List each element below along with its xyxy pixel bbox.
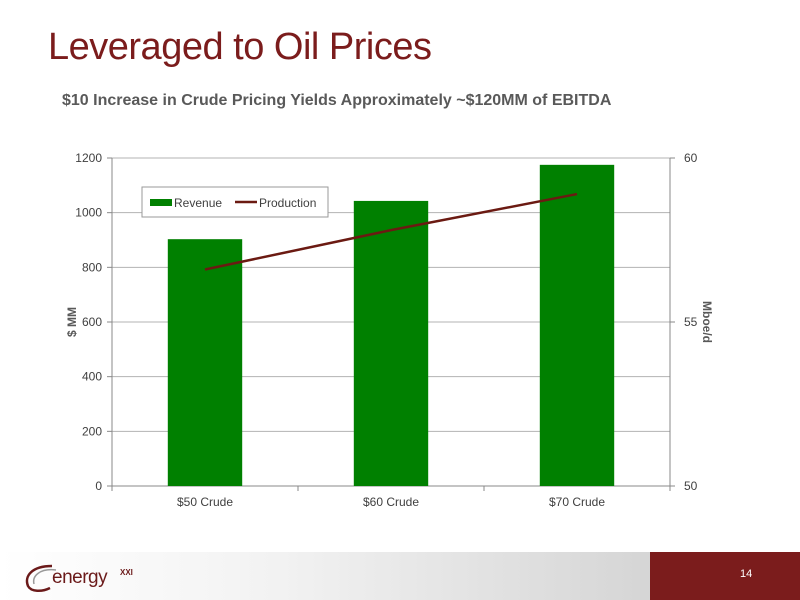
y-axis-title: $ MM <box>65 307 79 337</box>
x-tick-label: $50 Crude <box>177 495 233 509</box>
legend-label-revenue: Revenue <box>174 196 222 210</box>
y-tick-label: 1000 <box>75 206 102 220</box>
chart-title: $10 Increase in Crude Pricing Yields App… <box>62 92 612 109</box>
revenue-bar <box>167 239 243 486</box>
y2-tick-label: 50 <box>684 479 698 493</box>
legend-label-production: Production <box>259 196 316 210</box>
x-tick-label: $70 Crude <box>549 495 605 509</box>
y-tick-label: 0 <box>95 479 102 493</box>
logo-superscript: XXI <box>120 568 133 577</box>
legend-swatch-revenue <box>150 199 172 206</box>
y-tick-label: 200 <box>82 424 102 438</box>
revenue-bar <box>539 164 615 487</box>
footer-accent <box>650 552 800 600</box>
x-tick-label: $60 Crude <box>363 495 419 509</box>
y2-axis-title: Mboe/d <box>700 301 714 343</box>
company-logo: energy XXI <box>22 560 162 596</box>
logo-swoosh-icon <box>25 564 57 592</box>
y2-tick-label: 55 <box>684 315 698 329</box>
logo-wordmark: energy <box>52 567 108 588</box>
revenue-production-chart: 0 200 400 600 800 1000 1200 50 55 60 $50 Crude $60 … <box>65 151 714 509</box>
page-number: 14 <box>740 568 753 580</box>
y-tick-label: 600 <box>82 315 102 329</box>
slide-title: Leveraged to Oil Prices <box>48 26 432 68</box>
production-line <box>204 192 578 271</box>
y-tick-label: 800 <box>82 260 102 274</box>
y2-tick-label: 60 <box>684 151 698 165</box>
y-tick-label: 1200 <box>75 151 102 165</box>
revenue-bar <box>353 200 429 486</box>
y-tick-label: 400 <box>82 370 102 384</box>
